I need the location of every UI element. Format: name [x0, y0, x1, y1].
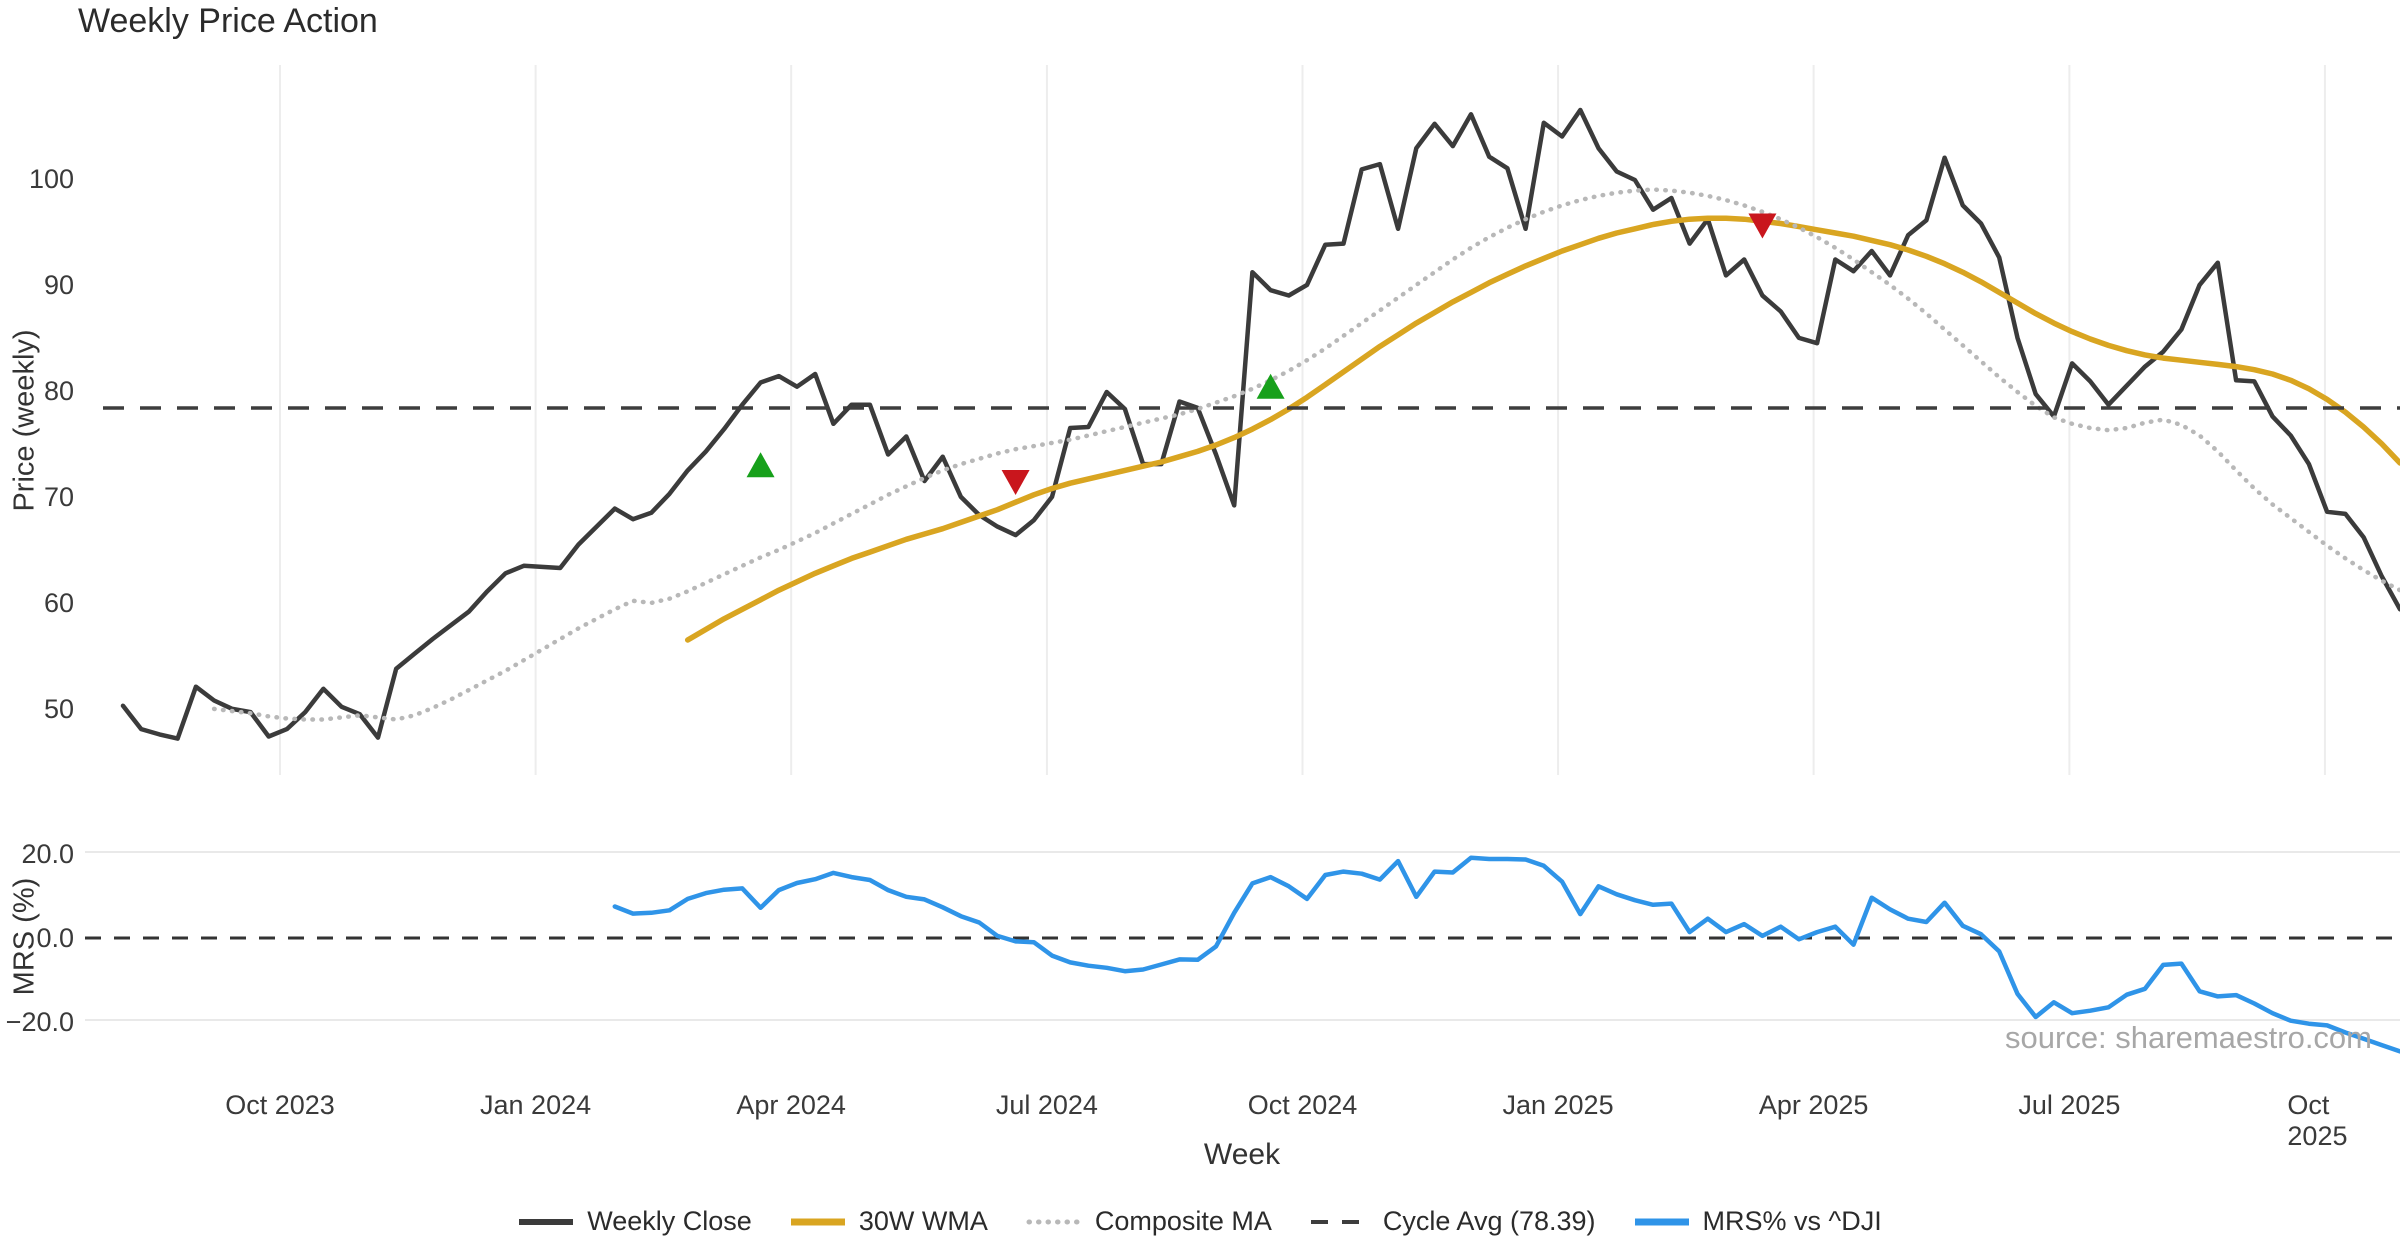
- price-ytick-70: 70: [43, 481, 74, 512]
- price-ytick-90: 90: [43, 269, 74, 300]
- wma-line-icon: [790, 1218, 845, 1225]
- sell-signal-triangle-icon: [1748, 213, 1777, 239]
- xtick-apr-2024: Apr 2024: [736, 1090, 846, 1120]
- legend-label: Weekly Close: [587, 1206, 752, 1236]
- legend-item-mrs[interactable]: MRS% vs ^DJI: [1634, 1206, 1882, 1237]
- xtick-apr-2025: Apr 2025: [1758, 1090, 1869, 1120]
- buy-signal-triangle-icon: [1256, 373, 1285, 399]
- xtick-oct-2023: Oct 2023: [225, 1090, 335, 1120]
- legend-item-30w-wma[interactable]: 30W WMA: [790, 1206, 988, 1237]
- xtick-oct-2025: Oct 2025: [2287, 1090, 2348, 1151]
- x-axis-title: Week: [1203, 1138, 1281, 1171]
- price-ytick-50: 50: [43, 693, 74, 724]
- sell-signal-triangle-icon: [1001, 470, 1030, 496]
- chart-title: Weekly Price Action: [78, 2, 378, 40]
- legend-label: Composite MA: [1094, 1206, 1272, 1236]
- weekly-close-line-icon: [519, 1218, 574, 1225]
- legend-item-composite-ma[interactable]: Composite MA: [1026, 1206, 1272, 1237]
- chart-legend: Weekly Close 30W WMA Composite MA Cycle …: [0, 1206, 2400, 1237]
- buy-signal-triangle-icon: [746, 452, 775, 478]
- price-axis-title: Price (weekly): [8, 329, 41, 512]
- legend-label: 30W WMA: [858, 1206, 988, 1236]
- mrs-ytick--20: −20.0: [5, 1007, 74, 1037]
- source-watermark: source: sharemaestro.com: [2005, 1020, 2372, 1055]
- legend-label: Cycle Avg (78.39): [1382, 1206, 1596, 1236]
- mrs-line-icon: [1634, 1218, 1689, 1225]
- legend-item-weekly-close[interactable]: Weekly Close: [518, 1206, 752, 1237]
- wma-30w-line: [684, 215, 2400, 643]
- composite-ma-line: [211, 187, 2400, 722]
- legend-item-cycle-avg[interactable]: Cycle Avg (78.39): [1310, 1206, 1596, 1237]
- xtick-jan-2024: Jan 2024: [480, 1090, 592, 1120]
- cycle-avg-dashed-line-icon: [1310, 1219, 1369, 1224]
- legend-label: MRS% vs ^DJI: [1702, 1206, 1882, 1236]
- weekly-close-line: [120, 107, 2400, 741]
- xtick-oct-2024: Oct 2024: [1247, 1090, 1358, 1120]
- price-ytick-100: 100: [28, 163, 74, 194]
- xtick-jan-2025: Jan 2025: [1502, 1090, 1614, 1120]
- xtick-jul-2025: Jul 2025: [2018, 1090, 2121, 1120]
- mrs-ytick-0: 0.0: [36, 923, 74, 953]
- price-ytick-80: 80: [43, 375, 74, 406]
- xtick-jul-2024: Jul 2024: [995, 1090, 1098, 1120]
- mrs-ytick-20: 20.0: [21, 839, 74, 869]
- price-ytick-60: 60: [43, 587, 74, 618]
- mrs-line: [612, 855, 2400, 1054]
- composite-dotted-line-icon: [1026, 1219, 1082, 1224]
